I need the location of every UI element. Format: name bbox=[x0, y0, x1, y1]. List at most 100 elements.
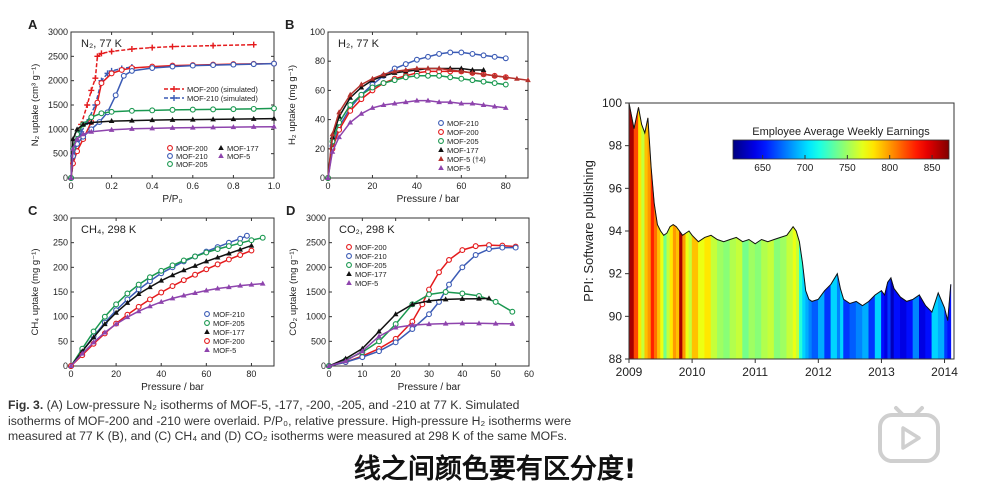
area-segment bbox=[849, 300, 857, 360]
x-tick-label: 80 bbox=[246, 369, 256, 379]
data-point-mof-210 bbox=[210, 62, 217, 69]
series-mof-5-t4 bbox=[325, 65, 531, 180]
data-point-mof-177 bbox=[480, 66, 487, 72]
area-segment bbox=[874, 290, 882, 360]
legend-label: MOF-210 bbox=[176, 152, 208, 161]
data-point-mof-5 bbox=[358, 110, 365, 116]
ppi-area-chart: 2009 2010 2011 2012 2013 2014 88 90 92 94 96 98 100 P… bbox=[581, 96, 958, 379]
video-subtitle: 线之间颜色要有区分度! bbox=[353, 454, 637, 485]
data-point-mof-200 bbox=[237, 252, 244, 258]
legend-label: MOF-205 bbox=[355, 261, 387, 270]
x-tick-label: 10 bbox=[357, 369, 367, 379]
panel-letter: A bbox=[28, 17, 38, 32]
colorbar-tick-label: 800 bbox=[881, 163, 898, 174]
data-point-mof-205 bbox=[225, 243, 232, 250]
data-point-mof-205 bbox=[259, 234, 266, 241]
x-tick-label: 60 bbox=[201, 369, 211, 379]
data-point-mof-205 bbox=[210, 106, 217, 113]
data-point-mof-5 bbox=[149, 125, 155, 131]
y-tick-label: 88 bbox=[609, 352, 623, 366]
data-point-mof-205 bbox=[169, 106, 176, 113]
series-mof-5 bbox=[68, 280, 266, 368]
data-point-mof-205 bbox=[108, 108, 115, 115]
x-tick-label: 50 bbox=[491, 369, 501, 379]
legend-label: MOF-200 bbox=[213, 337, 245, 346]
x-tick-label: 60 bbox=[524, 369, 534, 379]
legend-label: MOF-177 bbox=[227, 144, 259, 153]
data-point-mof-177 bbox=[180, 267, 187, 273]
caption-text: (A) Low-pressure N₂ isotherms of MOF-5, … bbox=[8, 398, 572, 443]
x-tick-label: 2009 bbox=[616, 365, 643, 379]
area-segment bbox=[754, 238, 762, 360]
y-tick-label: 92 bbox=[609, 267, 623, 281]
x-axis-label: P/P₀ bbox=[162, 194, 182, 205]
data-point-mof-177 bbox=[147, 284, 153, 290]
data-point-mof-210 bbox=[271, 60, 277, 67]
data-point-mof-200-sim bbox=[169, 43, 176, 50]
series-mof-177 bbox=[326, 295, 492, 368]
data-point-mof-5-t4 bbox=[525, 77, 531, 83]
data-point-mof-177 bbox=[80, 121, 86, 127]
x-tick-label: 40 bbox=[412, 181, 422, 191]
y-tick-label: 500 bbox=[53, 149, 68, 159]
area-segment bbox=[729, 236, 737, 360]
area-segment bbox=[723, 239, 731, 360]
data-point-mof-205 bbox=[369, 84, 376, 91]
data-point-mof-200 bbox=[446, 256, 452, 263]
data-point-mof-177 bbox=[70, 136, 76, 142]
legend-label: MOF-210 (simulated) bbox=[187, 94, 258, 103]
data-point-mof-205 bbox=[491, 80, 498, 87]
area-segment bbox=[792, 225, 797, 360]
data-point-mof-5 bbox=[237, 282, 243, 288]
data-point-mof-177 bbox=[271, 115, 277, 121]
area-segment bbox=[669, 224, 674, 360]
x-axis-label: Pressure / bar bbox=[397, 194, 460, 205]
data-point-mof-205 bbox=[128, 107, 135, 114]
x-axis-label: Pressure / bar bbox=[141, 382, 204, 393]
y-tick-label: 2000 bbox=[306, 262, 326, 272]
data-point-mof-200 bbox=[248, 247, 255, 254]
data-point-mof-205 bbox=[113, 301, 120, 308]
area-segment bbox=[808, 298, 813, 360]
series-line-mof-5 bbox=[328, 322, 513, 367]
data-point-mof-177 bbox=[124, 299, 131, 305]
data-point-mof-5 bbox=[70, 145, 76, 151]
y-tick-label: 100 bbox=[310, 27, 325, 37]
panel-c: 0 20 40 60 80 0 50 100 150 200 250 300 C CH₄, 298 K Pr… bbox=[28, 203, 275, 393]
data-point-mof-5-t4 bbox=[436, 65, 442, 71]
series-line-mof-5-t4 bbox=[327, 67, 529, 179]
data-point-mof-5 bbox=[124, 314, 131, 320]
legend-label: MOF-200 bbox=[355, 243, 387, 252]
data-point-mof-177 bbox=[358, 84, 365, 90]
data-point-mof-177 bbox=[203, 258, 210, 264]
data-point-mof-5 bbox=[509, 320, 516, 326]
data-point-mof-5-t4 bbox=[491, 72, 498, 78]
data-point-mof-200 bbox=[436, 269, 442, 276]
data-point-mof-5-t4 bbox=[329, 131, 336, 137]
data-point-mof-5 bbox=[342, 358, 349, 364]
plot-frame bbox=[327, 31, 529, 179]
legend-label: MOF-5 bbox=[227, 152, 250, 161]
data-point-mof-210 bbox=[446, 281, 452, 288]
data-point-mof-205 bbox=[459, 290, 466, 297]
data-point-mof-200 bbox=[225, 256, 232, 263]
x-tick-label: 20 bbox=[111, 369, 121, 379]
data-point-mof-205 bbox=[214, 246, 221, 253]
data-point-mof-200 bbox=[347, 107, 354, 114]
data-point-mof-5 bbox=[129, 125, 135, 131]
y-axis-label: H₂ uptake (mg g⁻¹) bbox=[287, 65, 298, 145]
x-tick-label: 0 bbox=[326, 369, 331, 379]
data-point-mof-177 bbox=[469, 66, 476, 72]
data-point-mof-210 bbox=[376, 348, 382, 355]
series-mof-205 bbox=[326, 289, 516, 369]
caption-fig-label: Fig. 3. bbox=[8, 398, 44, 412]
data-point-mof-200-sim bbox=[250, 41, 257, 48]
y-tick-label: 200 bbox=[53, 262, 68, 272]
data-point-mof-205 bbox=[442, 289, 449, 295]
legend-label: MOF-210 bbox=[447, 119, 479, 128]
data-point-mof-5 bbox=[476, 320, 482, 326]
y-axis-label: N₂ uptake (cm³ g⁻¹) bbox=[30, 64, 41, 147]
bilibili-tv-icon[interactable] bbox=[876, 404, 942, 464]
data-point-mof-200 bbox=[146, 296, 153, 303]
area-segment bbox=[644, 117, 649, 360]
